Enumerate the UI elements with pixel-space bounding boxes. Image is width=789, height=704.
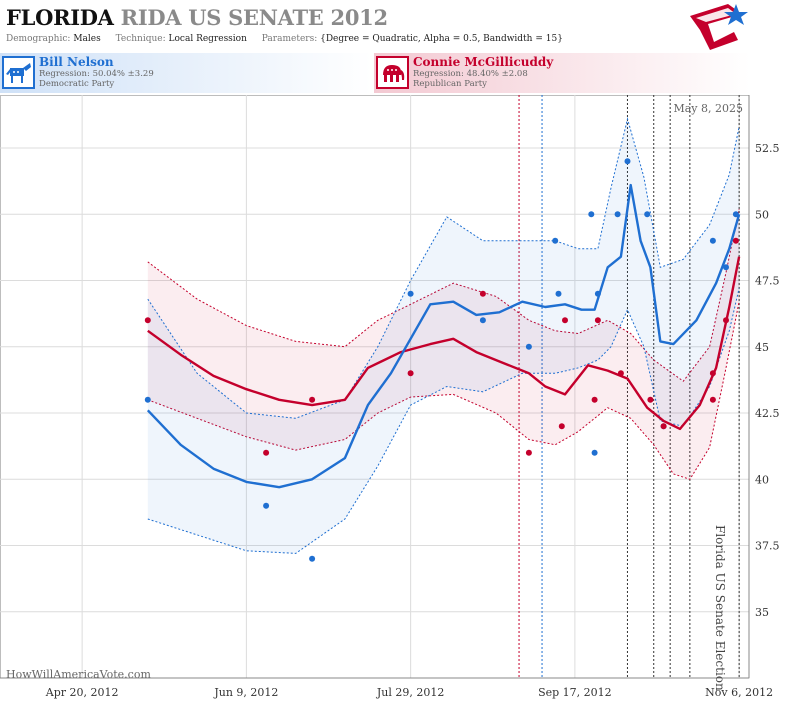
republican-lower-bound xyxy=(147,301,740,480)
axes: 35 37.5 40 42.5 45 47.5 50 52.5 Apr 20, 2012 Jun … xyxy=(0,95,780,699)
democrat-poll-point xyxy=(263,502,270,509)
demographic-label: Demographic: xyxy=(6,34,71,44)
democrat-party: Democratic Party xyxy=(39,79,115,89)
candidate-republican: Connie McGillicuddy Regression: 48.40% ±… xyxy=(374,53,750,93)
x-tick-label: Apr 20, 2012 xyxy=(45,686,119,699)
republican-poll-point xyxy=(558,423,565,430)
parameters-line: Demographic: Males Technique: Local Regr… xyxy=(6,34,575,44)
democrat-poll-point xyxy=(555,290,562,297)
trend-lines xyxy=(146,183,741,489)
y-tick-label: 52.5 xyxy=(755,142,780,155)
elephant-icon xyxy=(376,56,409,89)
democrat-poll-point xyxy=(594,290,601,297)
title-state: FLORIDA xyxy=(6,5,114,30)
republican-poll-point xyxy=(709,396,716,403)
republican-poll-point xyxy=(594,317,601,324)
democrat-lower-bound xyxy=(147,288,740,554)
democrat-poll-point xyxy=(723,264,729,271)
date-stamp: May 8, 2025 xyxy=(673,102,743,115)
source-label: HowWillAmericaVote.com xyxy=(6,668,151,681)
democrat-poll-point xyxy=(309,555,316,562)
header: FLORIDA RIDA US SENATE 2012 Demographic:… xyxy=(0,0,789,52)
democrat-poll-point xyxy=(479,317,486,324)
y-tick-label: 50 xyxy=(755,208,769,221)
y-tick-label: 45 xyxy=(755,341,769,354)
x-tick-label: Jul 29, 2012 xyxy=(376,686,445,699)
democrat-poll-point xyxy=(144,396,151,403)
republican-party: Republican Party xyxy=(413,79,487,89)
y-tick-label: 35 xyxy=(755,606,769,619)
x-tick-label: Sep 17, 2012 xyxy=(538,686,612,699)
republican-poll-point xyxy=(263,449,270,456)
donkey-icon xyxy=(2,56,35,89)
democrat-poll-point xyxy=(732,211,739,218)
republican-poll-point xyxy=(591,396,598,403)
republican-poll-point xyxy=(617,370,624,377)
x-tick-label: Nov 6, 2012 xyxy=(705,686,773,699)
republican-poll-point xyxy=(479,290,486,297)
democrat-band-fill xyxy=(147,118,740,554)
title-rest: RIDA US SENATE 2012 xyxy=(120,5,388,30)
y-tick-label: 40 xyxy=(755,473,769,486)
republican-poll-point xyxy=(525,449,532,456)
democrat-poll-point xyxy=(614,211,621,218)
poll-chart: 35 37.5 40 42.5 45 47.5 50 52.5 Apr 20, 2012 Jun … xyxy=(0,95,780,699)
site-logo-icon xyxy=(690,4,748,50)
democrat-trend-line xyxy=(146,183,741,489)
democrat-poll-point xyxy=(407,290,414,297)
republican-poll-point xyxy=(407,370,414,377)
democrat-upper-bound xyxy=(147,116,740,419)
republican-upper-bound xyxy=(147,208,740,382)
event-lines xyxy=(518,95,740,678)
republican-trend-line xyxy=(147,256,741,431)
republican-poll-point xyxy=(709,370,716,377)
democrat-poll-point xyxy=(709,237,716,244)
democrat-poll-point xyxy=(591,449,598,456)
candidate-legend: Bill Nelson Regression: 50.04% ±3.29 Dem… xyxy=(0,53,789,93)
democrat-poll-point xyxy=(588,211,595,218)
page-title: FLORIDA RIDA US SENATE 2012 xyxy=(6,5,388,30)
democrat-poll-point xyxy=(525,343,532,350)
poll-points xyxy=(144,158,739,562)
republican-regression: Regression: 48.40% ±2.08 xyxy=(413,69,528,79)
republican-name: Connie McGillicuddy xyxy=(413,55,554,69)
democrat-name: Bill Nelson xyxy=(39,55,114,69)
democrat-regression: Regression: 50.04% ±3.29 xyxy=(39,69,154,79)
democrat-poll-point xyxy=(624,158,631,165)
technique-label: Technique: xyxy=(115,34,166,44)
republican-poll-point xyxy=(562,317,568,324)
republican-poll-point xyxy=(660,423,667,430)
parameters-value: {Degree = Quadratic, Alpha = 0.5, Bandwi… xyxy=(320,34,563,44)
parameters-label: Parameters: xyxy=(261,34,318,44)
x-tick-label: Jun 9, 2012 xyxy=(213,686,278,699)
technique-value: Local Regression xyxy=(168,34,247,44)
republican-poll-point xyxy=(732,237,739,244)
republican-poll-point xyxy=(723,317,729,324)
republican-poll-point xyxy=(144,317,151,324)
republican-band-fill xyxy=(147,208,740,480)
republican-poll-point xyxy=(309,396,316,403)
confidence-bands xyxy=(147,116,740,554)
y-tick-label: 37.5 xyxy=(755,540,780,553)
election-label: Florida US Senate Election xyxy=(713,525,727,691)
republican-poll-point xyxy=(647,396,654,403)
demographic-value: Males xyxy=(73,34,101,44)
y-tick-label: 47.5 xyxy=(755,275,780,288)
y-tick-label: 42.5 xyxy=(755,407,780,420)
candidate-democrat: Bill Nelson Regression: 50.04% ±3.29 Dem… xyxy=(0,53,372,93)
democrat-poll-point xyxy=(644,211,651,218)
democrat-poll-point xyxy=(552,237,559,244)
